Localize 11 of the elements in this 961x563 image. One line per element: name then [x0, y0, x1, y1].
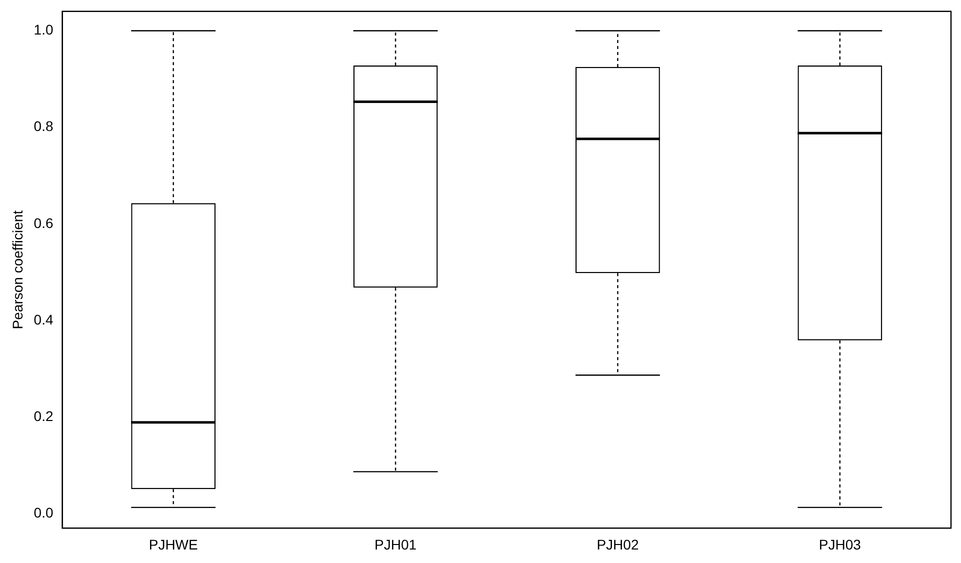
- y-tick-label: 0.8: [34, 118, 54, 134]
- y-tick-label: 0.2: [34, 408, 54, 424]
- y-tick-label: 1.0: [34, 22, 54, 38]
- y-axis-title: Pearson coefficient: [9, 210, 26, 330]
- x-tick-label: PJH03: [818, 536, 862, 552]
- x-tick-label: PJH02: [596, 536, 639, 552]
- y-tick-label: 0.6: [34, 214, 54, 231]
- x-tick-label: PJH01: [374, 536, 417, 552]
- x-tick-label: PJHWE: [148, 536, 198, 552]
- y-tick-label: 0.4: [34, 311, 54, 328]
- y-tick-label: 0.0: [34, 504, 54, 521]
